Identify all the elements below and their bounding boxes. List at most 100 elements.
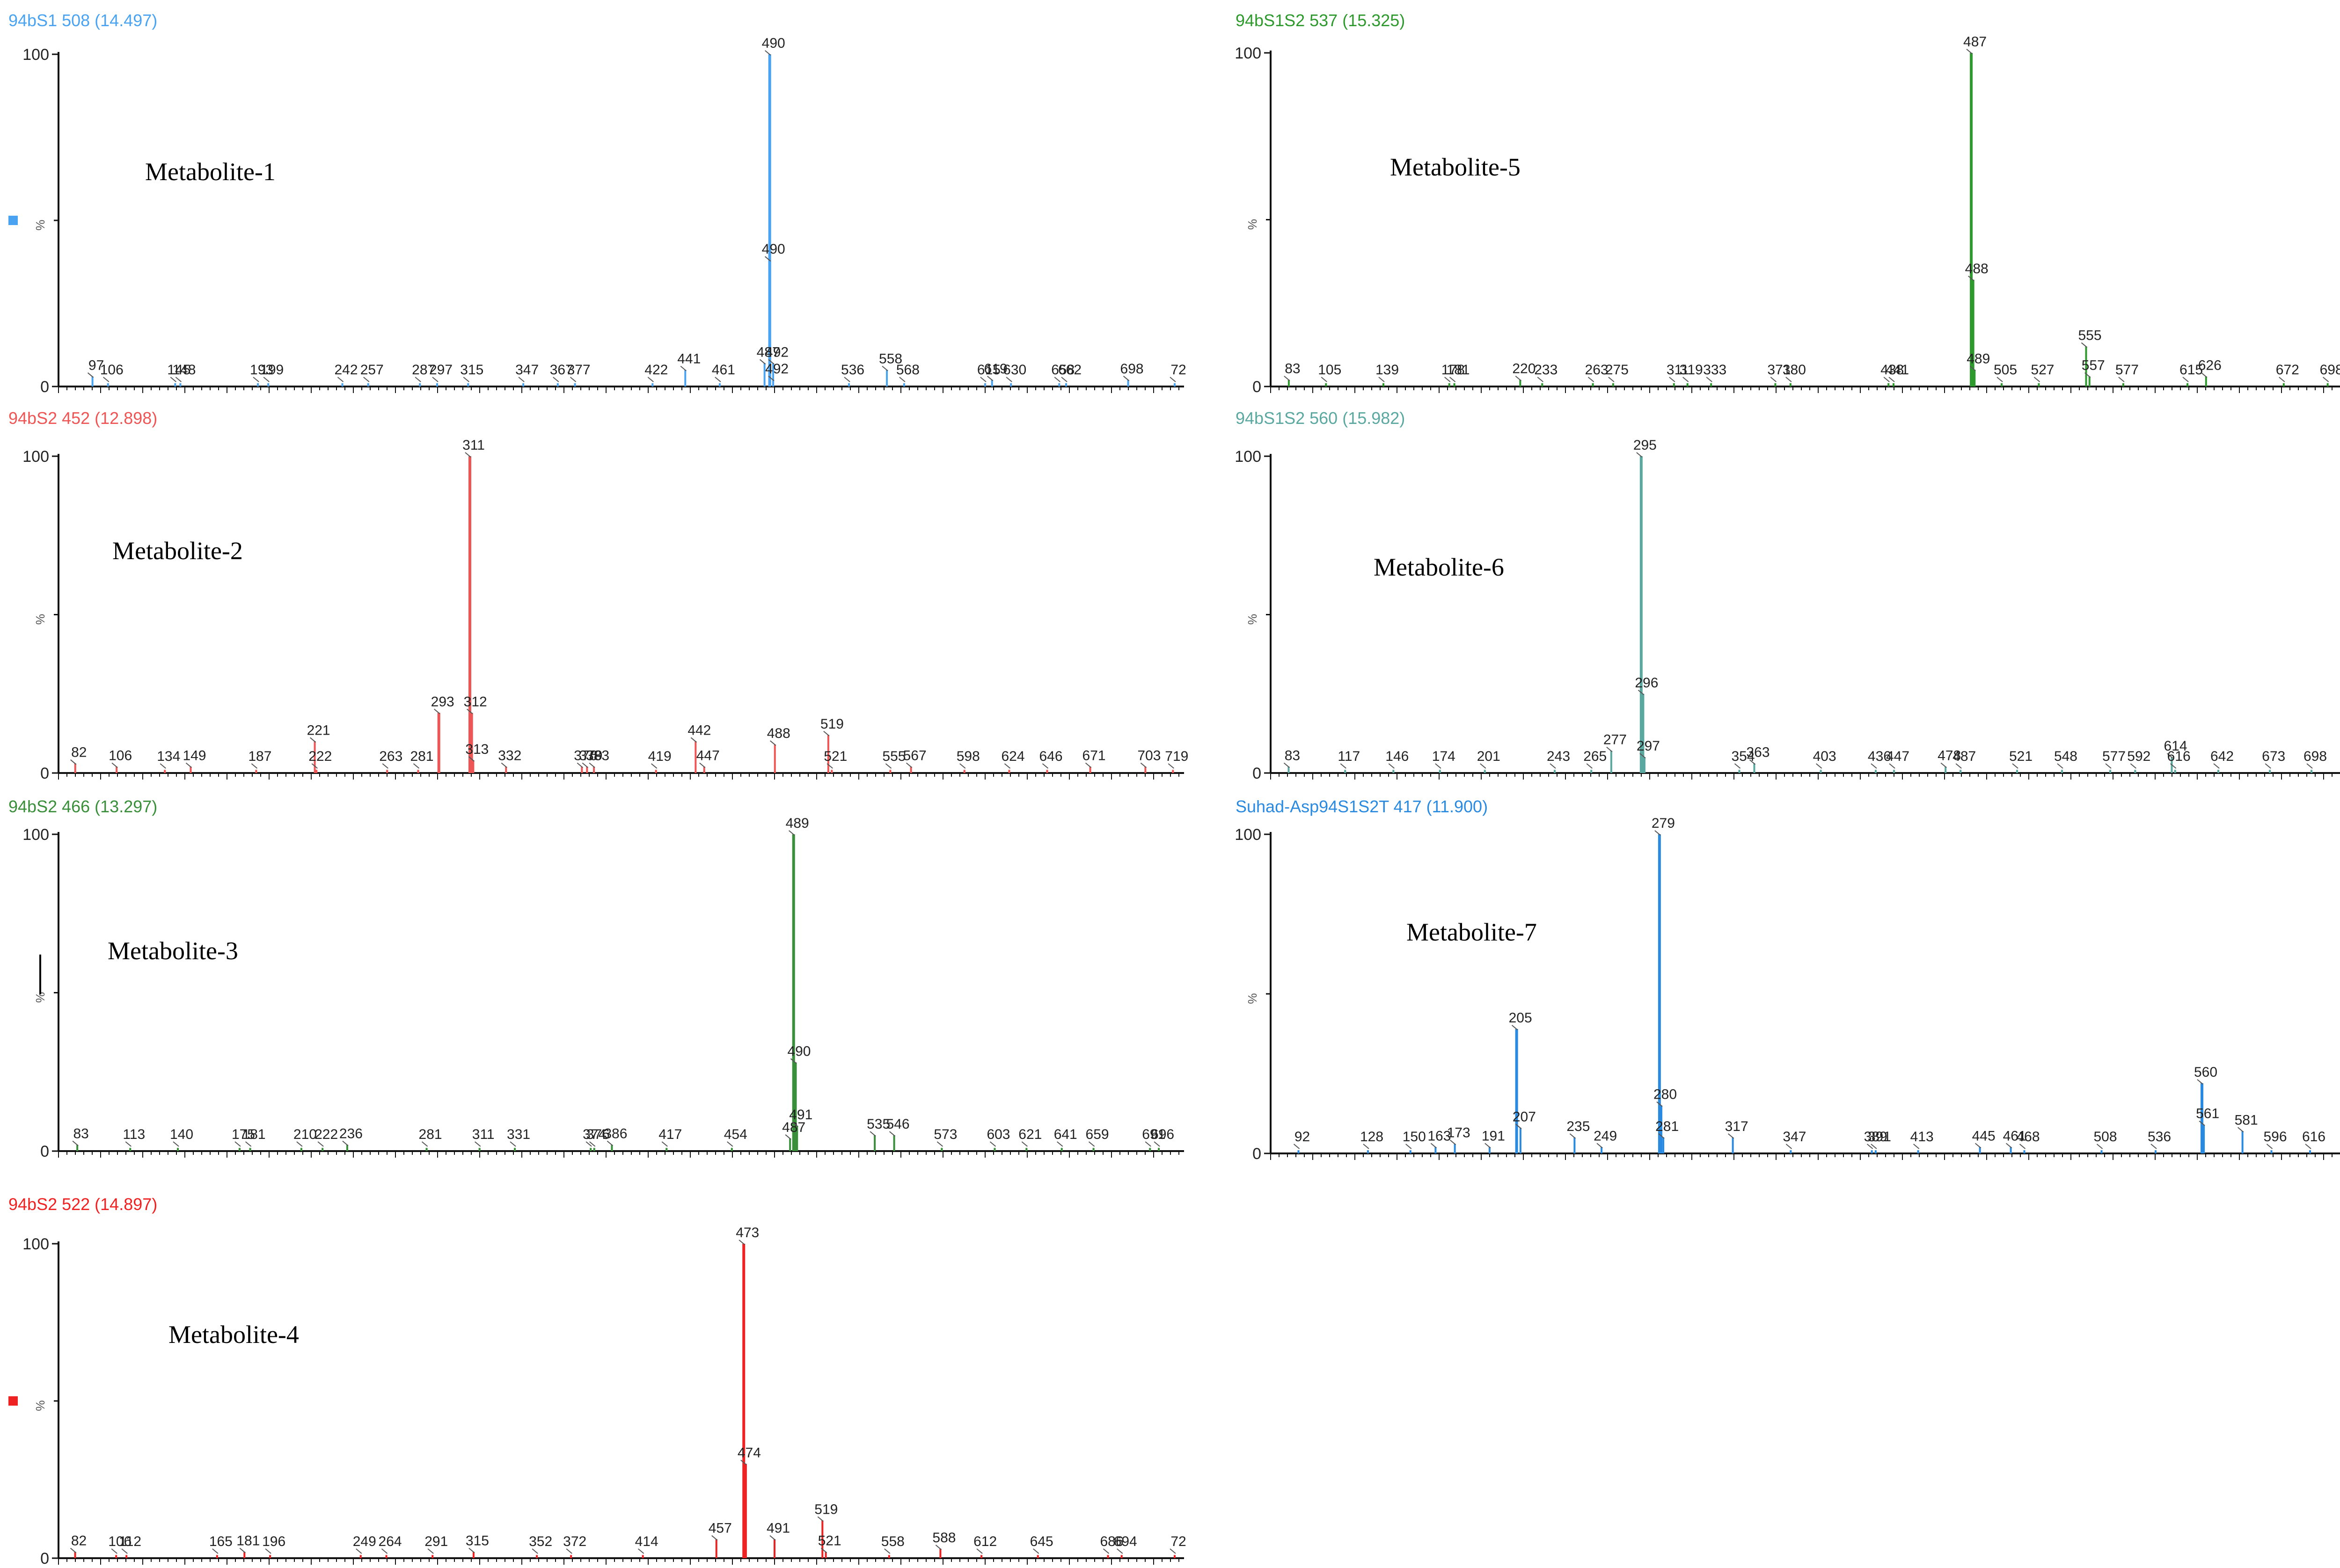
peak-label-leader [1140,762,1147,768]
y-tick-label: 0 [40,1550,49,1568]
peak-label: 386 [604,1126,627,1141]
peak-label-leader [1974,1143,1982,1149]
peak-label: 221 [307,722,330,738]
peak-label: 352 [529,1534,552,1549]
peak-label-leader [1363,1144,1369,1149]
peak-label: 145 [167,362,190,378]
peak-label: 642 [2210,749,2234,764]
peak-label-leader [263,377,270,382]
panel-header: 94bS2 522 (14.897) [8,1195,157,1214]
peak-label: 581 [2235,1112,2258,1128]
peak-label-leader [1042,763,1049,769]
peak-label: 374 [583,1127,606,1142]
peak-label-leader [2213,763,2220,769]
peak-label: 332 [498,748,521,763]
peak-label-leader [2323,377,2329,382]
peak-label-leader [889,1131,896,1137]
peak-label-leader [1955,763,1962,769]
peak-label-leader [1658,1133,1665,1139]
peak-label: 257 [360,362,384,378]
y-tick-label: 0 [1252,378,1261,396]
peak-label-leader [765,50,771,56]
peak-label: 242 [334,362,358,378]
y-unit-label: % [1245,993,1259,1004]
peak-label-leader [885,763,892,769]
peak-label: 686 [1100,1534,1123,1549]
peak-label: 222 [308,749,332,764]
peak-label-leader [1586,763,1593,769]
peak-label-leader [103,377,110,382]
peak-label: 487 [782,1120,805,1135]
peak-label: 297 [1637,738,1660,754]
peak-label: 371 [1767,362,1791,378]
peak-label-leader [309,737,316,743]
peak-label: 113 [123,1127,145,1142]
peak-label: 519 [820,716,844,732]
peak-label-leader [1606,746,1613,752]
peak-label: 174 [1432,749,1455,764]
peak-label-leader [342,1140,349,1146]
peak-label: 696 [1151,1127,1174,1142]
peak-label-leader [501,762,507,768]
peak-label-leader [173,1141,179,1147]
peak-label-leader [2019,1144,2026,1149]
peak-label: 82 [71,1533,87,1549]
peak-label-leader [740,1459,747,1466]
peak-label-leader [936,1141,943,1147]
peak-label-leader [690,737,697,743]
peak-label: 473 [736,1225,759,1240]
peak-label-leader [1293,1144,1300,1149]
peak-label-leader [2005,1143,2012,1149]
peak-label: 659 [1086,1127,1109,1142]
peak-label: 181 [242,1127,266,1142]
peak-label-leader [475,1141,481,1147]
peak-label-leader [510,1141,516,1147]
peak-label: 645 [1030,1534,1053,1549]
peak-label-leader [382,763,388,769]
peak-label: 265 [1583,749,1607,764]
peak-label: 317 [1725,1119,1748,1134]
y-tick-label: 100 [1235,826,1261,844]
peak-label: 163 [1427,1128,1451,1144]
peak-label-leader [1734,763,1741,769]
peak-label: 97 [88,358,104,373]
peak-label-leader [72,1140,79,1146]
peak-label-leader [1706,377,1712,382]
peak-label-leader [792,1122,798,1127]
peak-label: 461 [2003,1128,2026,1144]
peak-label: 577 [2102,749,2126,764]
peak-label-leader [363,377,370,382]
peak-label-leader [1480,763,1486,769]
peak-label: 83 [1285,748,1300,763]
metabolite-name: Metabolite-2 [112,537,243,565]
peak-label-leader [1103,1548,1110,1554]
peak-label: 447 [696,748,720,763]
peak-label-leader [1444,377,1451,382]
peak-label: 389 [1864,1129,1887,1145]
peak-label-leader [463,377,469,382]
peak-label-leader [1669,377,1675,382]
peak-label-leader [585,1141,592,1147]
peak-label-leader [1061,377,1068,382]
peak-label: 557 [2082,358,2105,373]
peak-label-leader [768,359,775,365]
y-tick-label: 0 [40,1143,49,1160]
peak-label-leader [1004,763,1011,769]
peak-label-leader [1283,762,1290,768]
peak-label: 567 [903,748,927,763]
peak-label: 312 [464,694,487,709]
peak-label: 297 [429,362,453,378]
peak-label-leader [1054,377,1060,382]
peak-label-leader [2130,763,2136,769]
y-tick-label: 0 [40,378,49,396]
peak-label: 210 [293,1127,317,1142]
metabolite-name: Metabolite-4 [168,1320,299,1349]
peak-label: 703 [1137,748,1161,763]
peak-label: 311 [1667,362,1689,378]
peak-label-leader [532,1548,538,1554]
peak-label: 287 [412,362,435,378]
peak-label-leader [1871,763,1877,769]
peak-label-leader [212,1548,219,1554]
